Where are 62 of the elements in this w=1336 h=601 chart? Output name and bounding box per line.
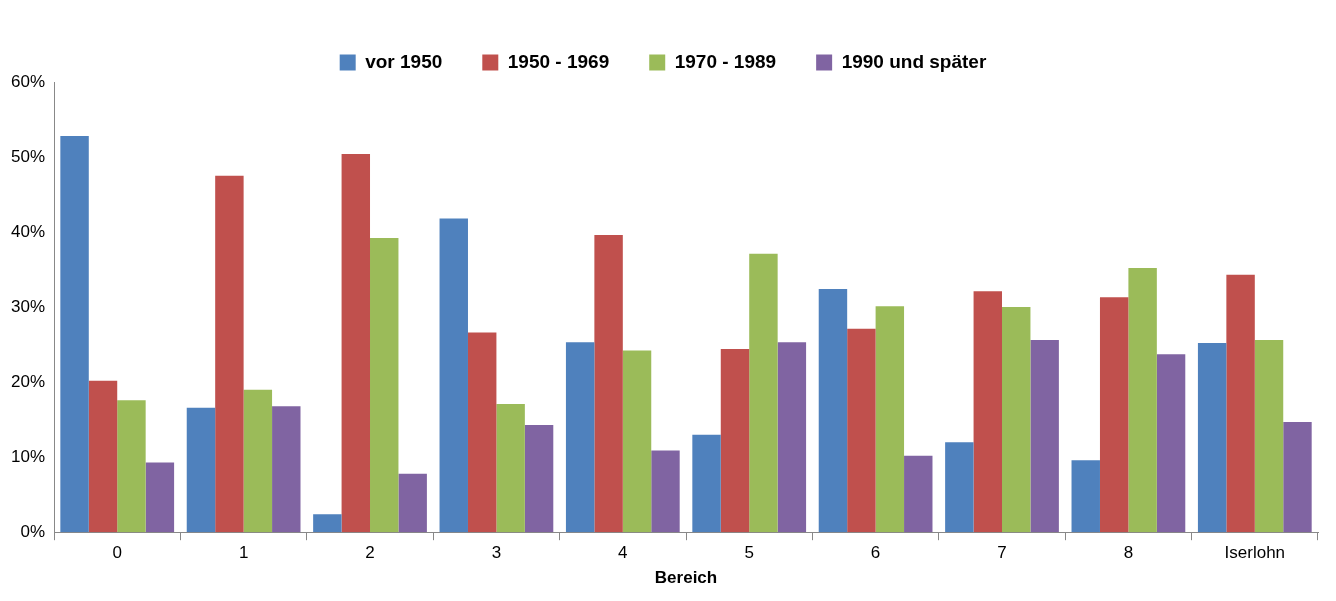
bar: [1254, 340, 1284, 533]
bar: [904, 455, 933, 533]
bar: [818, 289, 848, 533]
y-tick-label: 30%: [10, 296, 46, 316]
x-tick-label: 0: [112, 543, 122, 563]
bar: [565, 342, 595, 533]
bar: [215, 175, 244, 533]
bar: [777, 342, 807, 533]
bar: [243, 389, 273, 533]
y-tick-label: 10%: [10, 446, 46, 466]
bar: [524, 424, 554, 533]
bar: [1128, 268, 1157, 533]
bar: [1099, 297, 1129, 533]
bar: [398, 473, 427, 533]
bar: [945, 442, 974, 533]
bar: [651, 450, 680, 533]
bar: [1197, 343, 1227, 533]
bar: [186, 407, 216, 533]
bar: [272, 406, 301, 533]
bar: [1156, 354, 1186, 533]
y-tick-label: 40%: [10, 221, 46, 241]
bar: [692, 434, 721, 533]
bar: [622, 350, 652, 533]
x-tick-label: 1: [238, 543, 249, 563]
bar: [60, 136, 89, 533]
x-tick-label: 5: [744, 543, 754, 563]
x-axis-title: Bereich: [654, 568, 718, 588]
legend-label: 1970 - 1989: [674, 50, 777, 72]
x-tick-label: 6: [870, 543, 881, 563]
x-tick-label: 2: [365, 543, 375, 563]
bar: [1283, 421, 1312, 533]
bar: [88, 380, 118, 533]
x-tick-label: 4: [618, 543, 628, 563]
legend-label: 1950 - 1969: [507, 50, 610, 72]
bar: [594, 235, 623, 533]
legend-label: 1990 und später: [841, 50, 987, 72]
bar: [370, 238, 399, 533]
bar: [720, 349, 750, 533]
y-tick-label: 20%: [10, 371, 46, 391]
bar: [875, 306, 905, 533]
x-tick-label: 8: [1123, 543, 1134, 563]
bar: [847, 328, 876, 533]
bar: [1030, 340, 1059, 533]
bar: [145, 462, 175, 533]
bar: [749, 253, 778, 533]
y-tick-label: 50%: [10, 146, 46, 166]
y-tick-label: 60%: [10, 71, 46, 91]
bar: [973, 291, 1003, 533]
x-tick-label: Iserlohn: [1224, 543, 1286, 563]
bar: [1002, 307, 1031, 533]
x-tick-label: 3: [491, 543, 502, 563]
bar: [439, 218, 468, 533]
bar: [341, 154, 371, 533]
y-tick-label: 0%: [20, 521, 46, 541]
bar: [1226, 274, 1255, 533]
bar: [467, 332, 497, 533]
bar: [1071, 460, 1100, 533]
legend-label: vor 1950: [365, 50, 443, 72]
x-tick-label: 7: [997, 543, 1007, 563]
bar: [313, 514, 342, 533]
bar: [117, 400, 146, 533]
bar: [496, 403, 525, 533]
